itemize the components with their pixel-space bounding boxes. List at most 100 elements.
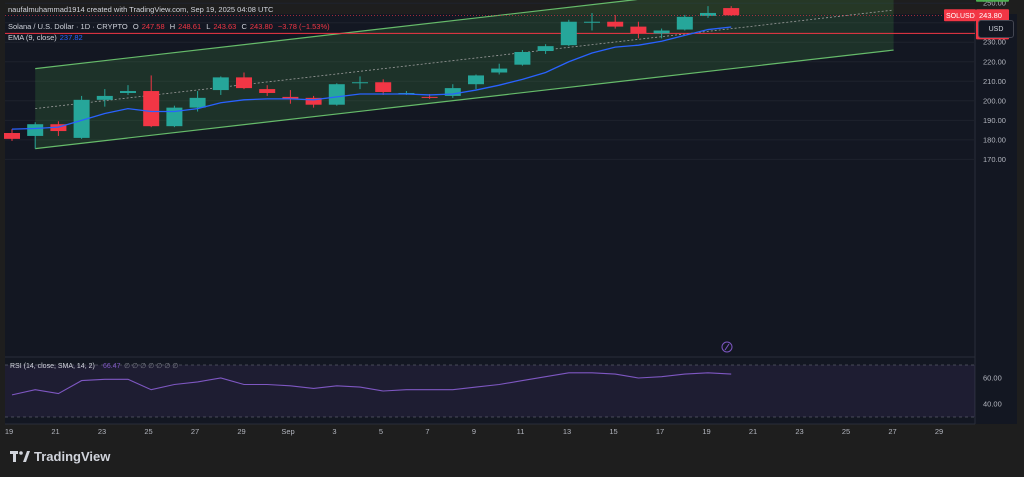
date-label-14: 17 [656, 427, 664, 436]
price-change: −3.78 (−1.53%) [277, 22, 330, 31]
symbol-line: Solana / U.S. Dollar · 1D · CRYPTO [8, 22, 128, 31]
price-tick-170: 170.00 [983, 155, 1006, 164]
candle-body-10 [236, 77, 252, 89]
candle-body-13 [305, 97, 322, 105]
candle-body-22 [514, 52, 531, 65]
price-tick-210: 210.00 [983, 77, 1006, 86]
candle-body-14 [328, 84, 345, 105]
date-label-16: 21 [749, 427, 757, 436]
date-label-9: 7 [425, 427, 429, 436]
date-label-20: 29 [935, 427, 943, 436]
rsi-value: 66.47 [103, 363, 121, 370]
high-value: 248.61 [178, 22, 202, 31]
channel-upper-line [35, 0, 638, 70]
candle-body-0 [4, 133, 20, 139]
channel-mid-line [35, 9, 894, 110]
date-label-1: 21 [51, 427, 59, 436]
candle-body-12 [282, 96, 299, 99]
price-tick-230: 230.00 [983, 38, 1006, 47]
candle-body-9 [212, 77, 229, 91]
level-tag-0 [976, 0, 1009, 2]
candle-body-7 [166, 107, 183, 127]
ema-legend: EMA (9, close) 237.82 [8, 33, 86, 42]
candle-body-25 [584, 21, 600, 23]
plot-area [5, 14, 975, 424]
event-marker-icon [721, 341, 733, 353]
date-label-18: 25 [842, 427, 850, 436]
date-label-8: 5 [379, 427, 383, 436]
brand: TradingView [10, 449, 110, 464]
symbol-tag-label: SOLUSD [946, 13, 975, 20]
candle-body-11 [259, 89, 276, 93]
candle-body-4 [96, 95, 113, 100]
date-label-5: 29 [237, 427, 245, 436]
candle-body-27 [630, 26, 647, 34]
tradingview-logo-icon [10, 450, 30, 462]
candle-body-3 [73, 99, 90, 138]
date-label-0: 19 [5, 427, 13, 436]
low-label: L [206, 22, 211, 31]
price-tick-180: 180.00 [983, 135, 1006, 144]
close-value: 243.80 [249, 22, 273, 31]
open-value: 247.58 [141, 22, 165, 31]
date-label-11: 11 [517, 427, 525, 436]
candle-body-18 [421, 96, 438, 98]
date-label-3: 25 [144, 427, 152, 436]
brand-name: TradingView [34, 449, 111, 464]
candle-body-24 [560, 21, 577, 46]
rsi-title: RSI (14, close, SMA, 14, 2) [10, 363, 95, 370]
candle-body-1 [27, 124, 44, 136]
last-price-label: 243.80 [979, 11, 1002, 20]
date-label-19: 27 [888, 427, 896, 436]
candle-body-8 [189, 97, 206, 108]
candle-body-20 [468, 75, 484, 85]
channel-lower-line [35, 49, 894, 150]
price-tick-200: 200.00 [983, 96, 1006, 105]
date-label-13: 15 [609, 427, 617, 436]
open-label: O [132, 22, 139, 31]
candle-body-6 [143, 91, 160, 127]
ema-value: 237.82 [59, 33, 83, 42]
price-tick-190: 190.00 [983, 116, 1006, 125]
price-tick-250: 250.00 [983, 0, 1006, 8]
date-label-2: 23 [98, 427, 106, 436]
high-label: H [169, 22, 176, 31]
rsi-tick-60: 60.00 [983, 374, 1002, 383]
currency-button[interactable]: USD [978, 20, 1014, 38]
rsi-line [11, 372, 732, 396]
close-label: C [241, 22, 247, 31]
candle-body-19 [444, 88, 461, 96]
event-marker-glyph [724, 343, 730, 351]
candle-body-23 [537, 46, 554, 52]
date-label-15: 19 [702, 427, 710, 436]
low-value: 243.63 [213, 22, 237, 31]
candle-body-26 [607, 21, 624, 27]
candle-body-15 [352, 82, 368, 84]
ohlc-legend: Solana / U.S. Dollar · 1D · CRYPTO O 247.… [8, 22, 333, 31]
price-tick-220: 220.00 [983, 57, 1006, 66]
rsi-tick-40: 40.00 [983, 400, 1002, 409]
candle-body-29 [676, 16, 693, 30]
date-label-7: 3 [332, 427, 336, 436]
rsi-placeholders: ∅ ∅ ∅ ∅ ∅ ∅ ∅ [124, 363, 178, 370]
candle-body-5 [120, 91, 136, 93]
date-label-6: Sep [281, 427, 294, 436]
candle-body-28 [653, 30, 670, 34]
price-axis-panel [975, 14, 1017, 424]
date-label-12: 13 [563, 427, 571, 436]
date-label-10: 9 [472, 427, 476, 436]
candle-body-21 [491, 68, 508, 73]
date-label-4: 27 [191, 427, 199, 436]
candle-body-30 [700, 12, 716, 16]
candle-body-31 [723, 8, 740, 16]
ema-line [11, 26, 732, 130]
level-label-0: 253.80 [979, 0, 1002, 1]
candle-body-16 [375, 82, 392, 93]
rsi-band [5, 365, 975, 417]
byline: naufalmuhammad1914 created with TradingV… [8, 5, 274, 14]
ema-label: EMA (9, close) [8, 33, 57, 42]
symbol-tag [944, 9, 976, 22]
date-label-17: 23 [795, 427, 803, 436]
